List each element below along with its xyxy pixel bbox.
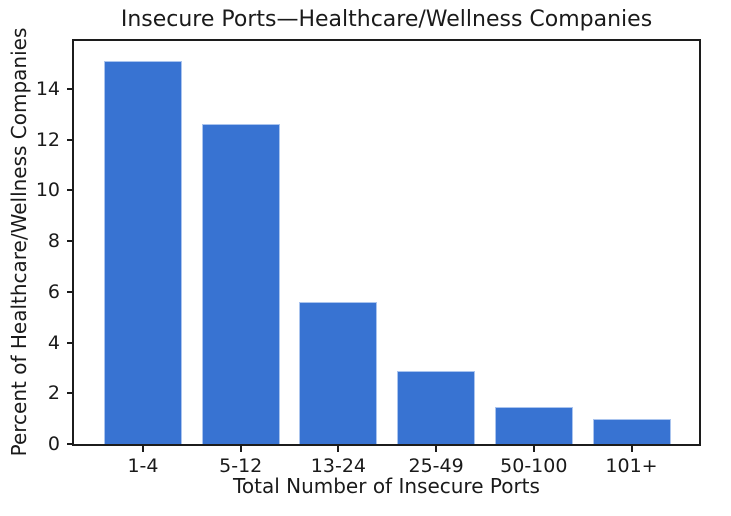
bar <box>494 407 573 444</box>
y-tick-label: 4 <box>47 331 60 354</box>
x-tick-label: 50-100 <box>500 455 568 477</box>
y-axis-label: Percent of Healthcare/Wellness Companies <box>7 27 31 457</box>
bar <box>397 370 476 444</box>
x-tick-label: 25-49 <box>408 455 464 477</box>
y-tick-mark <box>67 392 72 395</box>
y-tick-mark <box>67 341 72 344</box>
x-tick-mark <box>435 446 438 452</box>
x-tick-mark <box>532 446 535 452</box>
x-tick-label: 13-24 <box>310 455 366 477</box>
y-tick-label: 2 <box>47 382 60 405</box>
x-tick-label: 101+ <box>605 455 658 477</box>
y-tick-mark <box>67 290 72 293</box>
x-tick-label: 5-12 <box>219 455 263 477</box>
y-tick-label: 10 <box>35 179 60 202</box>
x-tick-label: 1-4 <box>127 455 159 477</box>
bar <box>201 124 280 444</box>
y-tick-mark <box>67 138 72 141</box>
y-tick-label: 6 <box>47 280 60 303</box>
y-tick-mark <box>67 240 72 243</box>
bar <box>104 61 182 444</box>
x-tick-mark <box>142 446 144 452</box>
y-tick-mark <box>67 189 72 192</box>
x-tick-mark <box>239 446 242 452</box>
y-tick-mark <box>67 443 72 445</box>
y-tick-label: 0 <box>47 433 60 455</box>
y-tick-label: 12 <box>35 128 60 151</box>
bar <box>299 302 378 444</box>
y-tick-mark <box>67 87 72 90</box>
x-tick-mark <box>630 446 633 452</box>
y-tick-label: 14 <box>35 77 60 100</box>
chart-title: Insecure Ports—Healthcare/Wellness Compa… <box>120 7 653 32</box>
x-tick-mark <box>337 446 340 452</box>
x-axis-label: Total Number of Insecure Ports <box>233 474 540 498</box>
y-tick-label: 8 <box>47 230 60 253</box>
plot-area: 0 2 4 6 8 10 12 14 1-4 5-12 13-24 25-49 50-100 101+ <box>36 39 701 477</box>
bar <box>592 418 671 444</box>
